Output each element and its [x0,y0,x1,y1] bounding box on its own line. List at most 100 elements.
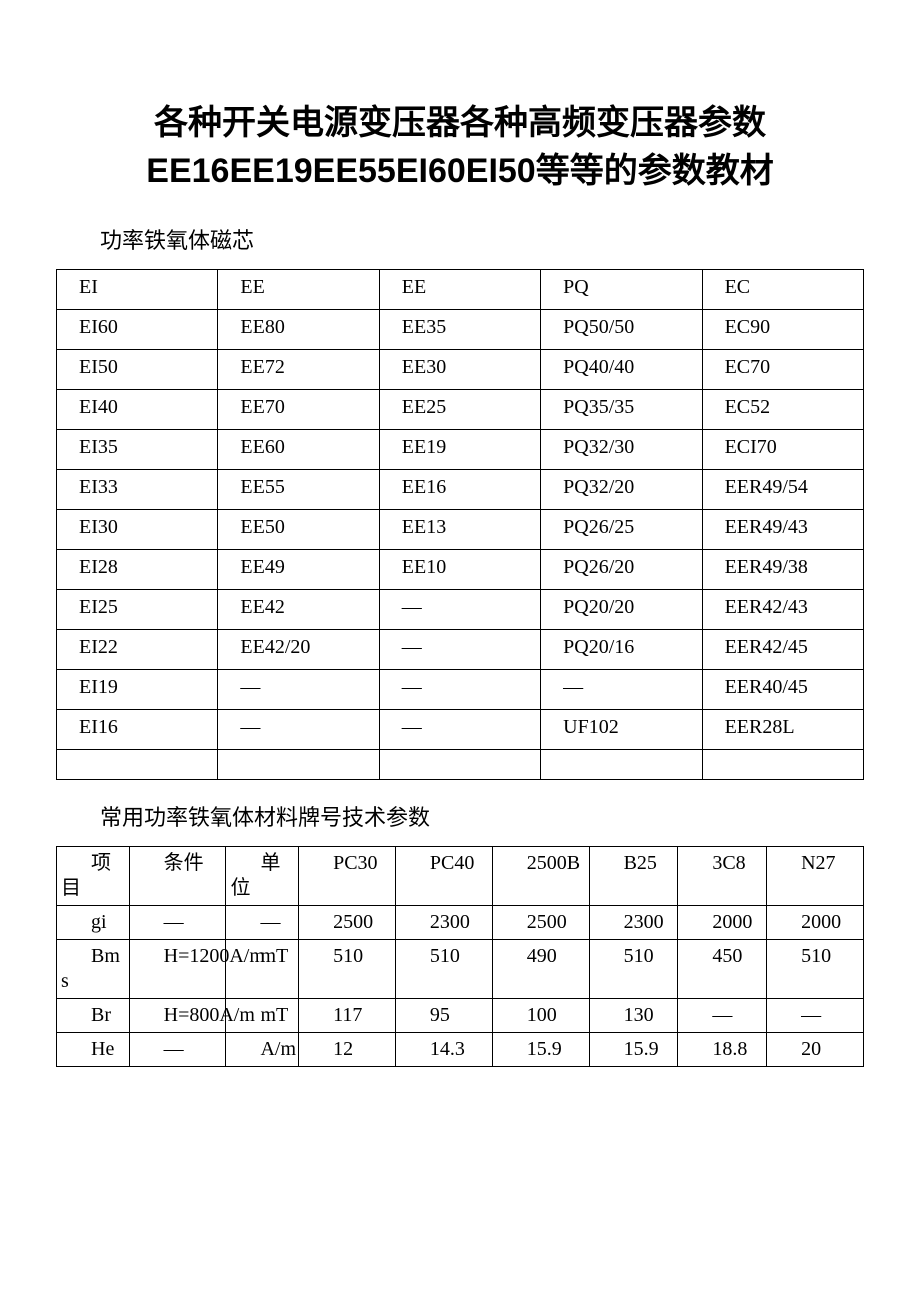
cell: PQ50/50 [541,310,702,350]
table-row: gi — — 2500 2300 2500 2300 2000 2000 [57,906,864,940]
cell: EI22 [57,630,218,670]
cell: 450 [678,940,767,999]
cell: EE55 [218,470,379,510]
cell: PQ32/30 [541,430,702,470]
cell: EER28L [702,710,863,750]
cell: EI25 [57,590,218,630]
cell: — [218,670,379,710]
cell: EI33 [57,470,218,510]
cell: EE10 [379,550,540,590]
cell: EE16 [379,470,540,510]
cell: 2000 [767,906,864,940]
table-row: EI19———EER40/45 [57,670,864,710]
cell: 510 [299,940,396,999]
table-row: EI50EE72EE30PQ40/40EC70 [57,350,864,390]
cell: 14.3 [395,1033,492,1067]
col-header: 单位 [226,847,299,906]
cell: — [379,630,540,670]
table-row: EI16——UF102EER28L [57,710,864,750]
cell: 100 [492,999,589,1033]
table-row: EI60EE80EE35PQ50/50EC90 [57,310,864,350]
table-row: EI30EE50EE13PQ26/25EER49/43 [57,510,864,550]
cell: 15.9 [492,1033,589,1067]
cell: 2500 [492,906,589,940]
cell: EE60 [218,430,379,470]
cell: EER40/45 [702,670,863,710]
cell: EI16 [57,710,218,750]
cell: EE70 [218,390,379,430]
cell: EER49/38 [702,550,863,590]
col-header: PC40 [395,847,492,906]
table-row: He — A/m 12 14.3 15.9 15.9 18.8 20 [57,1033,864,1067]
table-row-empty [57,750,864,780]
table-row: Br H=800A/m mT 117 95 100 130 — — [57,999,864,1033]
cell: EE35 [379,310,540,350]
cell: gi [57,906,130,940]
cell: — [379,590,540,630]
cell: 95 [395,999,492,1033]
cell: EER42/43 [702,590,863,630]
cell: PQ26/20 [541,550,702,590]
cell: — [767,999,864,1033]
cell: — [218,710,379,750]
col-header: EC [702,270,863,310]
cell: EER49/43 [702,510,863,550]
cell: 490 [492,940,589,999]
table-row: EI40EE70EE25PQ35/35EC52 [57,390,864,430]
table-row: EI33EE55EE16PQ32/20EER49/54 [57,470,864,510]
cell: — [129,906,226,940]
table-row: EI28EE49EE10PQ26/20EER49/38 [57,550,864,590]
cell: PQ20/16 [541,630,702,670]
cell [218,750,379,780]
cell: Bms [57,940,130,999]
cell: 15.9 [589,1033,678,1067]
title-line-1: 各种开关电源变压器各种高频变压器参数 [154,104,766,142]
cell: Br [57,999,130,1033]
cell: ECI70 [702,430,863,470]
table-header-row: 项目 条件 单位 PC30 PC40 2500B B25 3C8 N27 [57,847,864,906]
cell: EE72 [218,350,379,390]
cell: 12 [299,1033,396,1067]
cell: EE49 [218,550,379,590]
col-header: 条件 [129,847,226,906]
cell: PQ35/35 [541,390,702,430]
cell: 510 [767,940,864,999]
cell: EE42/20 [218,630,379,670]
cell [379,750,540,780]
cell: EER42/45 [702,630,863,670]
cell: PQ20/20 [541,590,702,630]
cell: EE42 [218,590,379,630]
cell: — [379,710,540,750]
cell: 130 [589,999,678,1033]
cell: UF102 [541,710,702,750]
col-header: B25 [589,847,678,906]
title-line-2: EE16EE19EE55EI60EI50等等的参数教材 [146,152,773,190]
cell: 510 [395,940,492,999]
table-row: Bms H=1200A/m mT 510 510 490 510 450 510 [57,940,864,999]
table-header-row: EI EE EE PQ EC [57,270,864,310]
col-header: PQ [541,270,702,310]
cell: EC90 [702,310,863,350]
cell: He [57,1033,130,1067]
cell: — [678,999,767,1033]
cell: 117 [299,999,396,1033]
cell: EI40 [57,390,218,430]
col-header: EE [218,270,379,310]
table1-container: EI EE EE PQ EC EI60EE80EE35PQ50/50EC90 E… [56,269,864,780]
document-page: 各种开关电源变压器各种高频变压器参数 EE16EE19EE55EI60EI50等… [0,0,920,1107]
cell: 2300 [589,906,678,940]
cell: EC52 [702,390,863,430]
cell: EI60 [57,310,218,350]
col-header: EE [379,270,540,310]
cell: EER49/54 [702,470,863,510]
cell: 2000 [678,906,767,940]
cell: EC70 [702,350,863,390]
cell: 510 [589,940,678,999]
cell: 2500 [299,906,396,940]
table-row: EI35EE60EE19PQ32/30ECI70 [57,430,864,470]
col-header: 项目 [57,847,130,906]
cell: — [226,906,299,940]
document-title: 各种开关电源变压器各种高频变压器参数 EE16EE19EE55EI60EI50等… [56,100,864,195]
cell: A/m [226,1033,299,1067]
cell: 2300 [395,906,492,940]
